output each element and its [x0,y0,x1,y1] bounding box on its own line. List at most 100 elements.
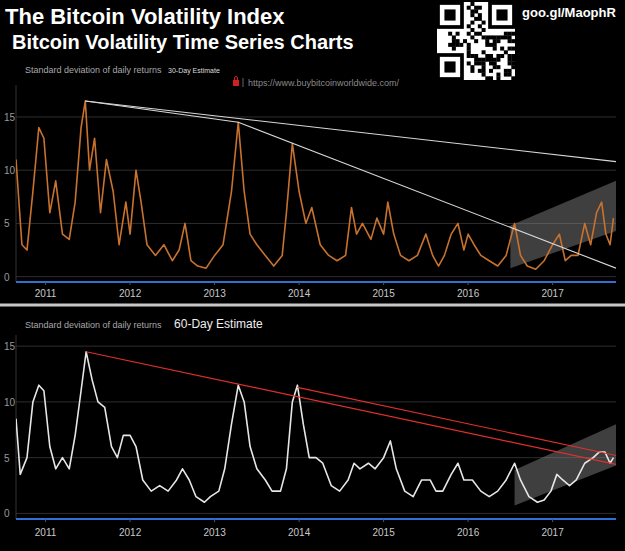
qr-module [511,32,515,36]
qr-module [496,76,500,80]
divider [243,78,244,87]
background [0,0,625,551]
x-tick [552,282,553,285]
qr-module [508,61,512,65]
qr-module [496,73,500,77]
qr-module [485,39,489,43]
y-tick-label: 0 [4,508,10,519]
qr-module [482,21,486,25]
y-tick-label: 10 [4,165,16,176]
qr-module [504,35,508,39]
qr-finder [490,3,514,27]
qr-module [496,54,500,58]
trend-line [86,352,616,465]
source-url: https://www.buybitcoinworldwide.com/ [248,78,400,88]
qr-module [504,32,508,36]
qr-module [508,32,512,36]
qr-module [489,61,493,65]
x-tick-label: 2013 [203,527,226,538]
grid-line [16,513,616,514]
axis-label: Standard deviation of daily returns [25,320,162,330]
qr-module [511,54,515,58]
qr-module [467,6,471,10]
qr-module [508,69,512,73]
x-tick-label: 2011 [35,527,57,538]
qr-module [478,69,482,73]
qr-module [485,35,489,39]
qr-module [496,65,500,69]
qr-module [493,43,497,47]
qr-module [474,9,478,13]
qr-module [496,35,500,39]
qr-module [489,35,493,39]
qr-module [478,13,482,17]
qr-module [482,65,486,69]
qr-finder [438,3,462,27]
qr-module [508,58,512,62]
qr-module [478,61,482,65]
qr-module [470,35,474,39]
qr-module [489,69,493,73]
qr-module [485,54,489,58]
qr-module [474,54,478,58]
plot-area [16,101,616,269]
qr-module [511,47,515,51]
x-tick-label: 2012 [119,527,142,538]
qr-module [478,17,482,21]
x-tick-label: 2016 [457,288,480,299]
subtitle: Bitcoin Volatility Time Series Charts [12,31,354,53]
qr-module [500,47,504,51]
trend-line [85,101,616,162]
qr-module [470,28,474,32]
qr-module [463,39,467,43]
qr-module [496,58,500,62]
qr-module [508,47,512,51]
qr-module [470,2,474,6]
qr-module [467,47,471,51]
x-tick-label: 2015 [372,288,395,299]
grid-line [16,346,616,347]
x-tick-label: 2015 [372,527,395,538]
volatility-line [16,352,613,503]
qr-module [474,58,478,62]
qr-module [482,61,486,65]
qr-module [489,54,493,58]
qr-module [500,54,504,58]
x-axis-line [16,518,616,520]
qr-module [493,47,497,51]
qr-module [448,43,452,47]
qr-module [456,32,460,36]
x-tick [383,282,384,285]
y-tick-label: 5 [4,218,10,229]
qr-module [452,43,456,47]
qr-module [511,58,515,62]
qr-module [511,76,515,80]
qr-module [493,58,497,62]
qr-finder [438,55,462,79]
qr-finder [444,9,455,20]
qr-module [478,24,482,28]
y-tick-label: 10 [4,397,16,408]
x-tick [214,282,215,285]
qr-module [482,58,486,62]
qr-module [467,54,471,58]
qr-module [452,39,456,43]
x-tick [383,519,384,522]
qr-module [504,69,508,73]
link: goo.gl/MaophR [522,5,616,20]
qr-background [437,2,515,80]
qr-module [482,50,486,54]
qr-module [474,39,478,43]
qr-module [467,61,471,65]
qr-module [470,54,474,58]
qr-module [493,61,497,65]
qr-module [459,43,463,47]
y-tick-label: 5 [4,453,10,464]
grid-line [16,116,616,117]
qr-module [474,17,478,21]
qr-module [474,32,478,36]
title: The Bitcoin Volatility Index [5,4,285,29]
grid-line [16,401,616,402]
channel-band [510,181,616,268]
x-tick-label: 2012 [119,288,142,299]
